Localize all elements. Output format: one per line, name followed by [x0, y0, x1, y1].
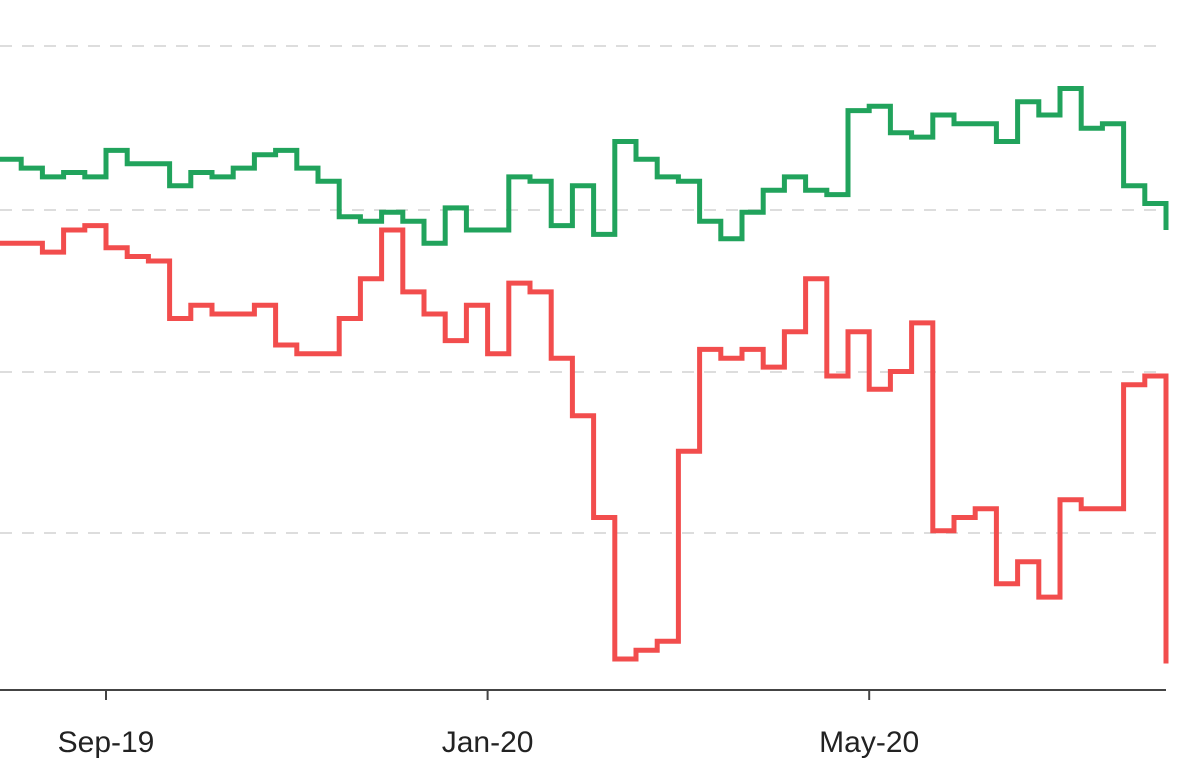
series-line-1 — [0, 223, 1169, 664]
x-tick-label-2: May-20 — [819, 726, 919, 759]
x-tick-label-1: Jan-20 — [442, 726, 534, 759]
grid-lines — [0, 45, 1166, 534]
x-axis: Sep-19 Jan-20 May-20 — [0, 689, 1166, 759]
series-lines — [0, 86, 1169, 664]
series-line-0 — [0, 86, 1169, 246]
x-tick-label-0: Sep-19 — [58, 726, 155, 759]
